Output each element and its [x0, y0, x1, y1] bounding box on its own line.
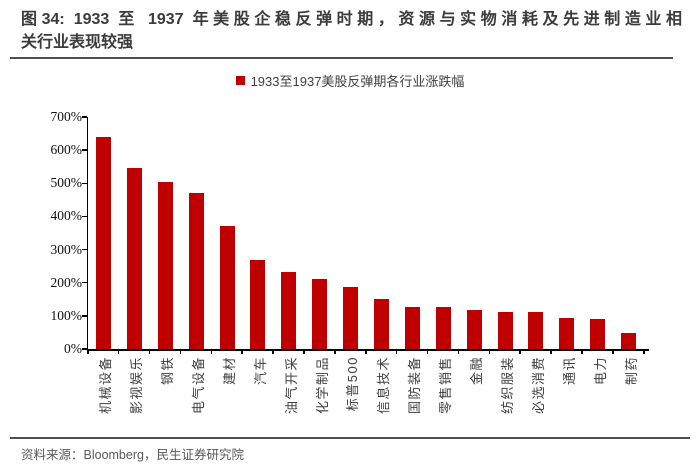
x-tick-mark [426, 350, 429, 354]
y-tick-mark [82, 281, 87, 284]
x-tick-mark [519, 350, 521, 354]
bar [404, 306, 420, 349]
x-tick-mark [395, 350, 398, 354]
x-tick-mark [87, 350, 89, 354]
y-tick-label: 300% [50, 241, 83, 257]
x-tick-mark [241, 350, 243, 354]
y-tick-mark [82, 315, 87, 317]
x-tick-mark [550, 350, 552, 354]
y-tick-mark [82, 116, 87, 118]
y-tick-label: 700% [50, 109, 83, 124]
footer-divider [10, 437, 690, 439]
x-tick-mark [581, 350, 583, 354]
x-tick-mark [303, 350, 305, 354]
bar [343, 287, 359, 349]
x-tick-mark [179, 350, 182, 354]
y-tick-mark [82, 248, 87, 251]
y-tick-mark [82, 182, 87, 185]
bar [559, 317, 575, 349]
bar [126, 168, 142, 349]
y-tick-label: 0% [64, 341, 82, 356]
bar [312, 279, 328, 349]
x-tick-mark [643, 350, 645, 354]
y-tick-mark [82, 215, 87, 218]
bar [373, 299, 389, 349]
chart-legend: 1933至1937美股反弹期各行业涨跌幅 [0, 70, 700, 90]
x-tick-mark [365, 350, 367, 354]
y-tick-mark [82, 348, 87, 350]
source-note: 资料来源：Bloomberg，民生证券研究院 [21, 448, 244, 462]
x-tick-mark [272, 350, 274, 354]
legend-swatch-icon [235, 75, 245, 85]
x-axis-labels: 机械设备 影视娱乐 钢铁 电气设备 建材 汽车 油气开采 化学制品 标普500 信息技术 国防装备零… [98, 356, 639, 415]
bar [157, 181, 173, 349]
figure-title: 图34: 1933 至 1937 年美股企稳反弹时期，资源与实物消耗及先进制造业… [21, 8, 682, 54]
legend-label: 1933至1937美股反弹期各行业涨跌幅 [250, 73, 465, 89]
x-tick-mark [488, 350, 491, 354]
x-tick-mark [334, 350, 336, 354]
plot-area [87, 117, 644, 349]
y-tick-label: 100% [50, 307, 83, 323]
title-divider [10, 57, 673, 59]
figure-title-line2: 关行业表现较强 [21, 34, 134, 51]
x-tick-mark [210, 350, 213, 354]
x-tick-mark [612, 350, 614, 354]
bar [590, 319, 606, 349]
bar [219, 226, 235, 349]
figure-title-line1: 图34: 1933 至 1937 年美股企稳反弹时期，资源与实物消耗及先进制造业… [21, 11, 682, 28]
y-tick-label: 200% [50, 274, 83, 290]
x-tick-mark [148, 350, 151, 354]
x-tick-mark [457, 350, 460, 354]
bar [188, 193, 204, 349]
x-axis-line [87, 349, 649, 351]
bar [250, 260, 266, 349]
bar [281, 272, 297, 349]
bar [435, 307, 451, 349]
bar [95, 136, 111, 349]
y-tick-label: 400% [50, 208, 83, 224]
y-tick-label: 600% [50, 142, 83, 158]
bar [528, 311, 544, 349]
x-tick-mark [117, 350, 120, 354]
y-tick-mark [82, 149, 87, 151]
bar [497, 311, 513, 349]
bar [466, 309, 482, 349]
bar [621, 333, 637, 349]
y-tick-label: 500% [50, 175, 83, 191]
